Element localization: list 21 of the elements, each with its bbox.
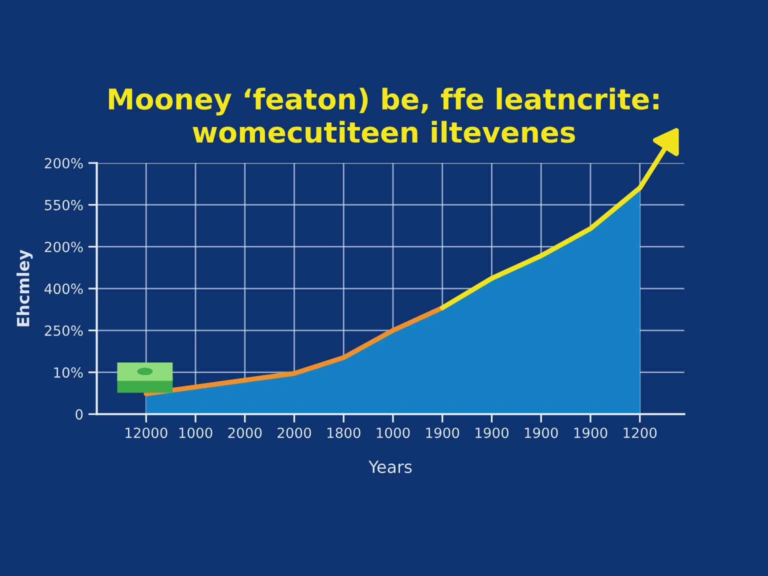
- x-tick-label: 2000: [228, 428, 262, 438]
- category-label: 10%: [54, 367, 83, 378]
- category-label: 400%: [44, 284, 83, 294]
- x-tick-label: 1000: [179, 428, 212, 438]
- x-tick-label: 1000: [376, 428, 410, 438]
- category-label: 200%: [44, 158, 83, 168]
- x-tick-label: 1800: [327, 428, 360, 438]
- x-axis-title: Years: [368, 460, 412, 474]
- category-label: 550%: [44, 200, 83, 210]
- x-tick-label: 1900: [426, 428, 460, 438]
- category-label: 0: [76, 409, 83, 420]
- x-tick-label: 1900: [476, 428, 508, 438]
- x-tick-label: 1200: [624, 428, 657, 438]
- x-tick-label: 1900: [574, 428, 608, 438]
- category-label: 200%: [44, 242, 83, 252]
- chart-title: Mooney ‘featon) be, ffe leatncrite: womecutiteen iltevenes: [109, 88, 658, 143]
- x-tick-label: 12000: [126, 428, 168, 438]
- category-label: 250%: [44, 325, 83, 336]
- x-tick-label: 2000: [278, 428, 312, 438]
- y-axis-title: Ehcmley: [16, 250, 33, 326]
- x-tick-label: 1900: [524, 428, 558, 438]
